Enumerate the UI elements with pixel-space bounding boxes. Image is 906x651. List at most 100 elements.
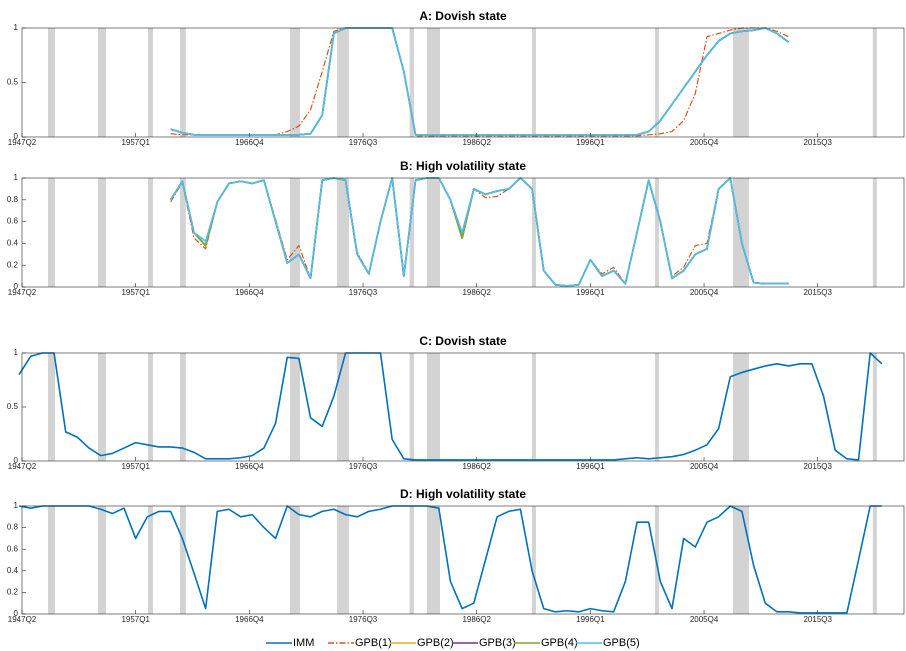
x-tick-label: 1966Q4	[235, 615, 264, 624]
recession-band	[531, 506, 536, 614]
x-tick-label: 2005Q4	[690, 138, 719, 147]
chart-title: C: Dovish state	[419, 334, 507, 348]
y-tick-label: 0.4	[7, 566, 19, 575]
x-tick-label: 2015Q3	[803, 138, 832, 147]
x-tick-label: 1966Q4	[235, 138, 264, 147]
recession-band	[289, 353, 300, 461]
x-tick-label: 1957Q1	[121, 462, 150, 471]
recession-band	[654, 353, 659, 461]
chart-title: A: Dovish state	[419, 9, 507, 23]
x-tick-label: 2015Q3	[803, 288, 832, 297]
recession-band	[179, 178, 186, 287]
x-tick-label: 2015Q3	[803, 462, 832, 471]
recession-band	[179, 353, 186, 461]
recession-band	[426, 353, 440, 461]
x-tick-label: 1957Q1	[121, 288, 150, 297]
recession-band	[47, 178, 55, 287]
recession-band	[289, 506, 300, 614]
recession-band	[179, 28, 186, 137]
recession-band	[426, 28, 440, 137]
recession-band	[426, 178, 440, 287]
x-tick-label: 1996Q1	[576, 138, 605, 147]
chart-title: B: High volatility state	[400, 159, 526, 173]
y-tick-label: 0.8	[7, 195, 19, 204]
legend-label: GPB(2)	[417, 637, 454, 649]
x-tick-label: 1966Q4	[235, 288, 264, 297]
x-tick-label: 1976Q3	[349, 615, 378, 624]
legend-label: IMM	[293, 637, 314, 649]
y-tick-label: 1	[14, 23, 19, 32]
recession-band	[654, 28, 659, 137]
x-tick-label: 1986Q2	[462, 138, 491, 147]
x-tick-label: 1947Q2	[8, 288, 37, 297]
recession-band	[148, 353, 154, 461]
y-tick-label: 0	[14, 282, 19, 291]
series-line: GPB(1)	[170, 27, 789, 137]
recession-band	[98, 353, 106, 461]
recession-band	[409, 28, 414, 137]
recession-band	[872, 28, 877, 137]
plot-area	[22, 353, 904, 461]
x-tick-label: 1976Q3	[349, 462, 378, 471]
recession-band	[654, 506, 659, 614]
recession-band	[409, 178, 414, 287]
axes-box	[21, 177, 905, 288]
recession-band	[148, 178, 154, 287]
legend-label: GPB(5)	[603, 637, 640, 649]
legend-label: GPB(1)	[355, 637, 392, 649]
x-tick-label: 2005Q4	[690, 288, 719, 297]
x-tick-label: 1966Q4	[235, 462, 264, 471]
y-tick-label: 0.2	[7, 260, 19, 269]
x-tick-label: 1947Q2	[8, 462, 37, 471]
recession-band	[337, 506, 349, 614]
y-tick-label: 0	[14, 132, 19, 141]
x-tick-label: 1957Q1	[121, 615, 150, 624]
y-tick-label: 0	[14, 609, 19, 618]
series-line: IMM	[18, 352, 883, 461]
recession-band	[426, 506, 440, 614]
recession-band	[337, 353, 349, 461]
recession-band	[47, 353, 55, 461]
y-tick-label: 0	[14, 456, 19, 465]
y-tick-label: 0.6	[7, 544, 19, 553]
x-tick-label: 1996Q1	[576, 615, 605, 624]
y-tick-label: 0.4	[7, 239, 19, 248]
recession-band	[531, 28, 536, 137]
axes-box	[21, 505, 905, 615]
recession-band	[179, 506, 186, 614]
recession-band	[872, 506, 877, 614]
x-tick-label: 1986Q2	[462, 288, 491, 297]
recession-band	[98, 506, 106, 614]
x-tick-label: 1947Q2	[8, 615, 37, 624]
recession-band	[732, 506, 749, 614]
recession-band	[337, 178, 349, 287]
series-line: GPB(5)	[170, 27, 790, 136]
legend-label: GPB(3)	[479, 637, 516, 649]
series-line: GPB(5)	[169, 177, 789, 287]
recession-band	[289, 178, 300, 287]
x-tick-label: 1996Q1	[576, 462, 605, 471]
recession-band	[531, 353, 536, 461]
recession-band	[148, 506, 154, 614]
x-tick-label: 1976Q3	[349, 138, 378, 147]
recession-band	[337, 28, 349, 137]
recession-band	[148, 28, 154, 137]
recession-band	[98, 178, 106, 287]
x-tick-label: 1957Q1	[121, 138, 150, 147]
x-tick-label: 1996Q1	[576, 288, 605, 297]
recession-band	[409, 506, 414, 614]
x-tick-label: 1986Q2	[462, 462, 491, 471]
y-tick-label: 0.5	[7, 78, 19, 87]
recession-band	[289, 28, 300, 137]
recession-band	[47, 506, 55, 614]
recession-band	[732, 28, 749, 137]
recession-band	[47, 28, 55, 137]
recession-band	[872, 178, 877, 287]
y-tick-label: 0.8	[7, 523, 19, 532]
recession-band	[531, 178, 536, 287]
y-tick-label: 1	[14, 173, 19, 182]
y-tick-label: 0.6	[7, 217, 19, 226]
x-tick-label: 1986Q2	[462, 615, 491, 624]
plot-area	[22, 506, 904, 614]
y-tick-label: 0.5	[7, 402, 19, 411]
